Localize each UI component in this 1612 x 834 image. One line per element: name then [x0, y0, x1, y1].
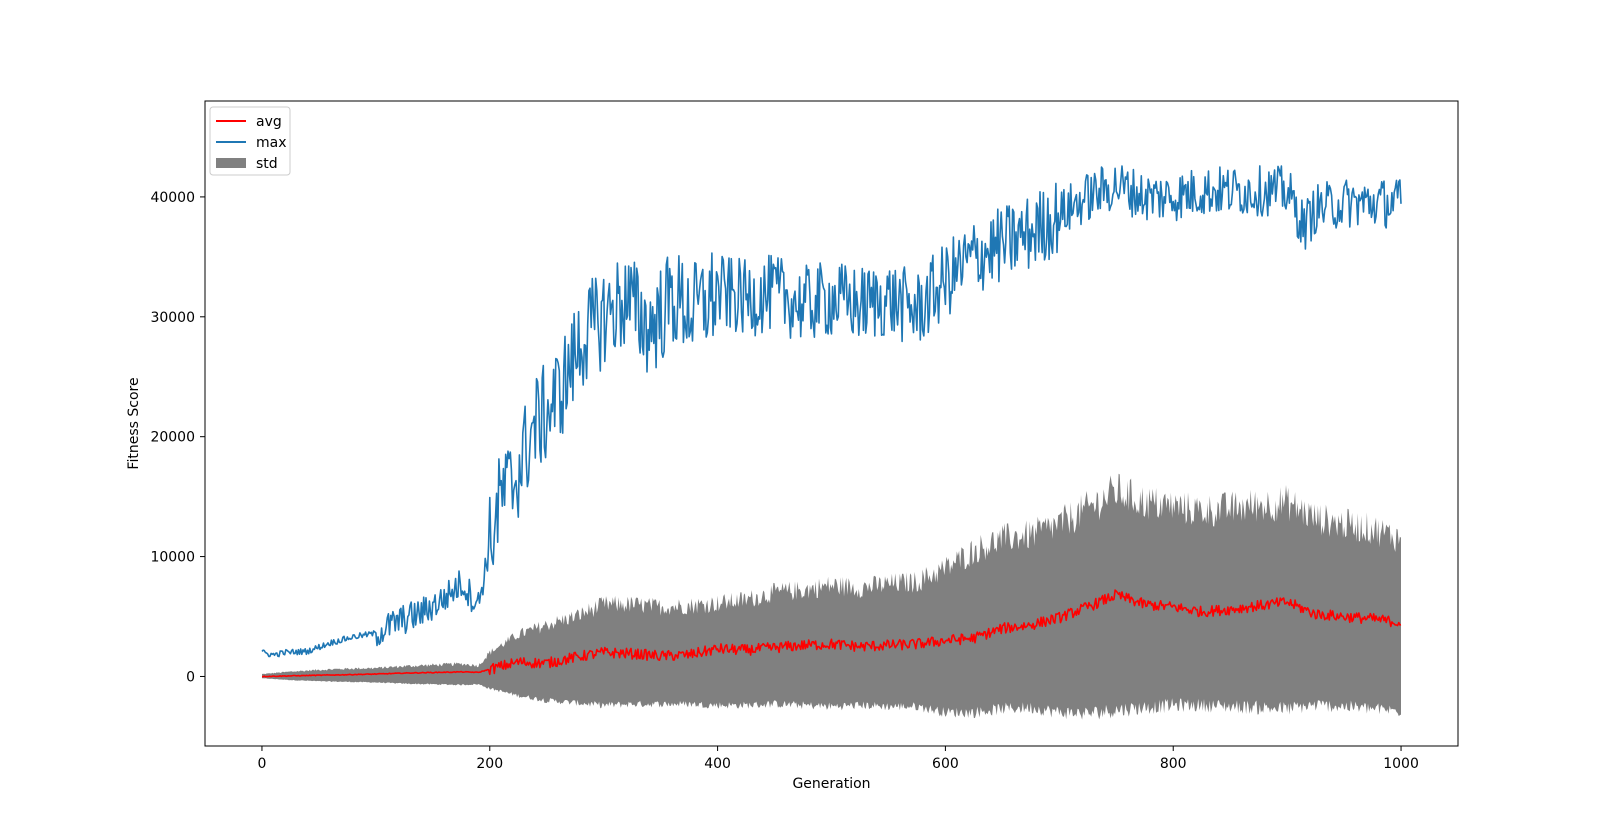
plot-frame — [204, 100, 1459, 747]
legend-label-std: std — [256, 156, 278, 172]
y-axis: 0 10000 20000 30000 40000 — [150, 190, 205, 685]
legend-label-max: max — [256, 135, 287, 151]
legend: avg max std — [209, 106, 291, 176]
series-line-layer — [261, 165, 1402, 678]
y-tick-label: 10000 — [150, 550, 195, 566]
x-tick-label: 0 — [257, 756, 266, 772]
std-band — [262, 473, 1401, 720]
series-line-max — [261, 165, 1402, 658]
x-axis-label: Generation — [792, 776, 870, 792]
x-tick-label: 800 — [1160, 756, 1187, 772]
series-line-avg — [261, 589, 1402, 678]
x-tick-label: 600 — [932, 756, 959, 772]
y-tick-label: 40000 — [150, 190, 195, 206]
x-tick-label: 1000 — [1383, 756, 1419, 772]
legend-swatch-std — [216, 158, 246, 168]
legend-label-avg: avg — [256, 114, 282, 130]
x-tick-label: 200 — [476, 756, 503, 772]
y-tick-label: 0 — [186, 669, 195, 685]
x-tick-label: 400 — [704, 756, 731, 772]
y-axis-label: Fitness Score — [126, 377, 142, 469]
x-axis: 0 200 400 600 800 1000 — [257, 746, 1419, 772]
y-tick-label: 30000 — [150, 310, 195, 326]
std-band-layer — [262, 473, 1401, 720]
y-tick-label: 20000 — [150, 430, 195, 446]
